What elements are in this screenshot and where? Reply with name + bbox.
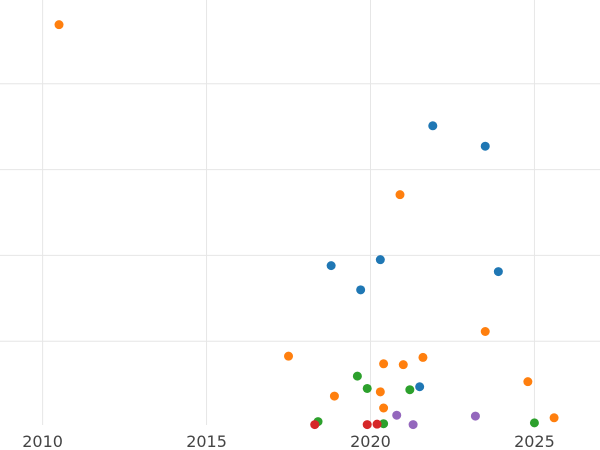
data-point-s2-4 xyxy=(379,419,389,429)
data-point-s1-6 xyxy=(398,360,408,370)
data-point-s4-2 xyxy=(408,420,418,430)
data-point-s0-2 xyxy=(375,255,385,265)
data-point-s0-5 xyxy=(356,285,366,295)
data-point-s1-4 xyxy=(418,352,428,362)
data-point-s0-1 xyxy=(480,141,490,151)
data-point-s1-2 xyxy=(480,327,490,336)
grid-lines xyxy=(0,0,600,425)
x-tick-label: 2015 xyxy=(186,432,227,450)
data-point-s1-1 xyxy=(395,190,405,200)
data-point-s2-0 xyxy=(352,371,362,381)
data-point-s4-1 xyxy=(470,411,480,421)
data-point-s0-6 xyxy=(415,382,425,392)
data-point-s0-3 xyxy=(326,261,336,271)
data-point-s0-0 xyxy=(428,121,438,131)
data-points xyxy=(54,20,559,430)
data-point-s3-2 xyxy=(372,419,382,429)
x-tick-label: 2020 xyxy=(350,432,391,450)
x-tick-label: 2025 xyxy=(514,432,555,450)
data-point-s1-5 xyxy=(379,359,389,369)
data-point-s1-10 xyxy=(379,403,389,413)
data-point-s0-4 xyxy=(493,267,503,277)
x-tick-label: 2010 xyxy=(22,432,63,450)
data-point-s4-0 xyxy=(392,410,402,420)
data-point-s1-3 xyxy=(284,351,294,361)
x-axis-tick-labels: 2010 2015 2020 2025 xyxy=(22,432,555,450)
data-point-s2-5 xyxy=(529,418,539,428)
data-point-s2-1 xyxy=(362,383,372,393)
data-point-s1-11 xyxy=(549,413,559,423)
data-point-s3-1 xyxy=(362,420,372,430)
data-point-s3-0 xyxy=(310,420,320,430)
data-point-s2-2 xyxy=(405,385,415,395)
data-point-s1-0 xyxy=(54,20,64,30)
data-point-s1-9 xyxy=(329,391,339,401)
data-point-s1-8 xyxy=(375,387,385,397)
data-point-s1-7 xyxy=(523,377,533,387)
